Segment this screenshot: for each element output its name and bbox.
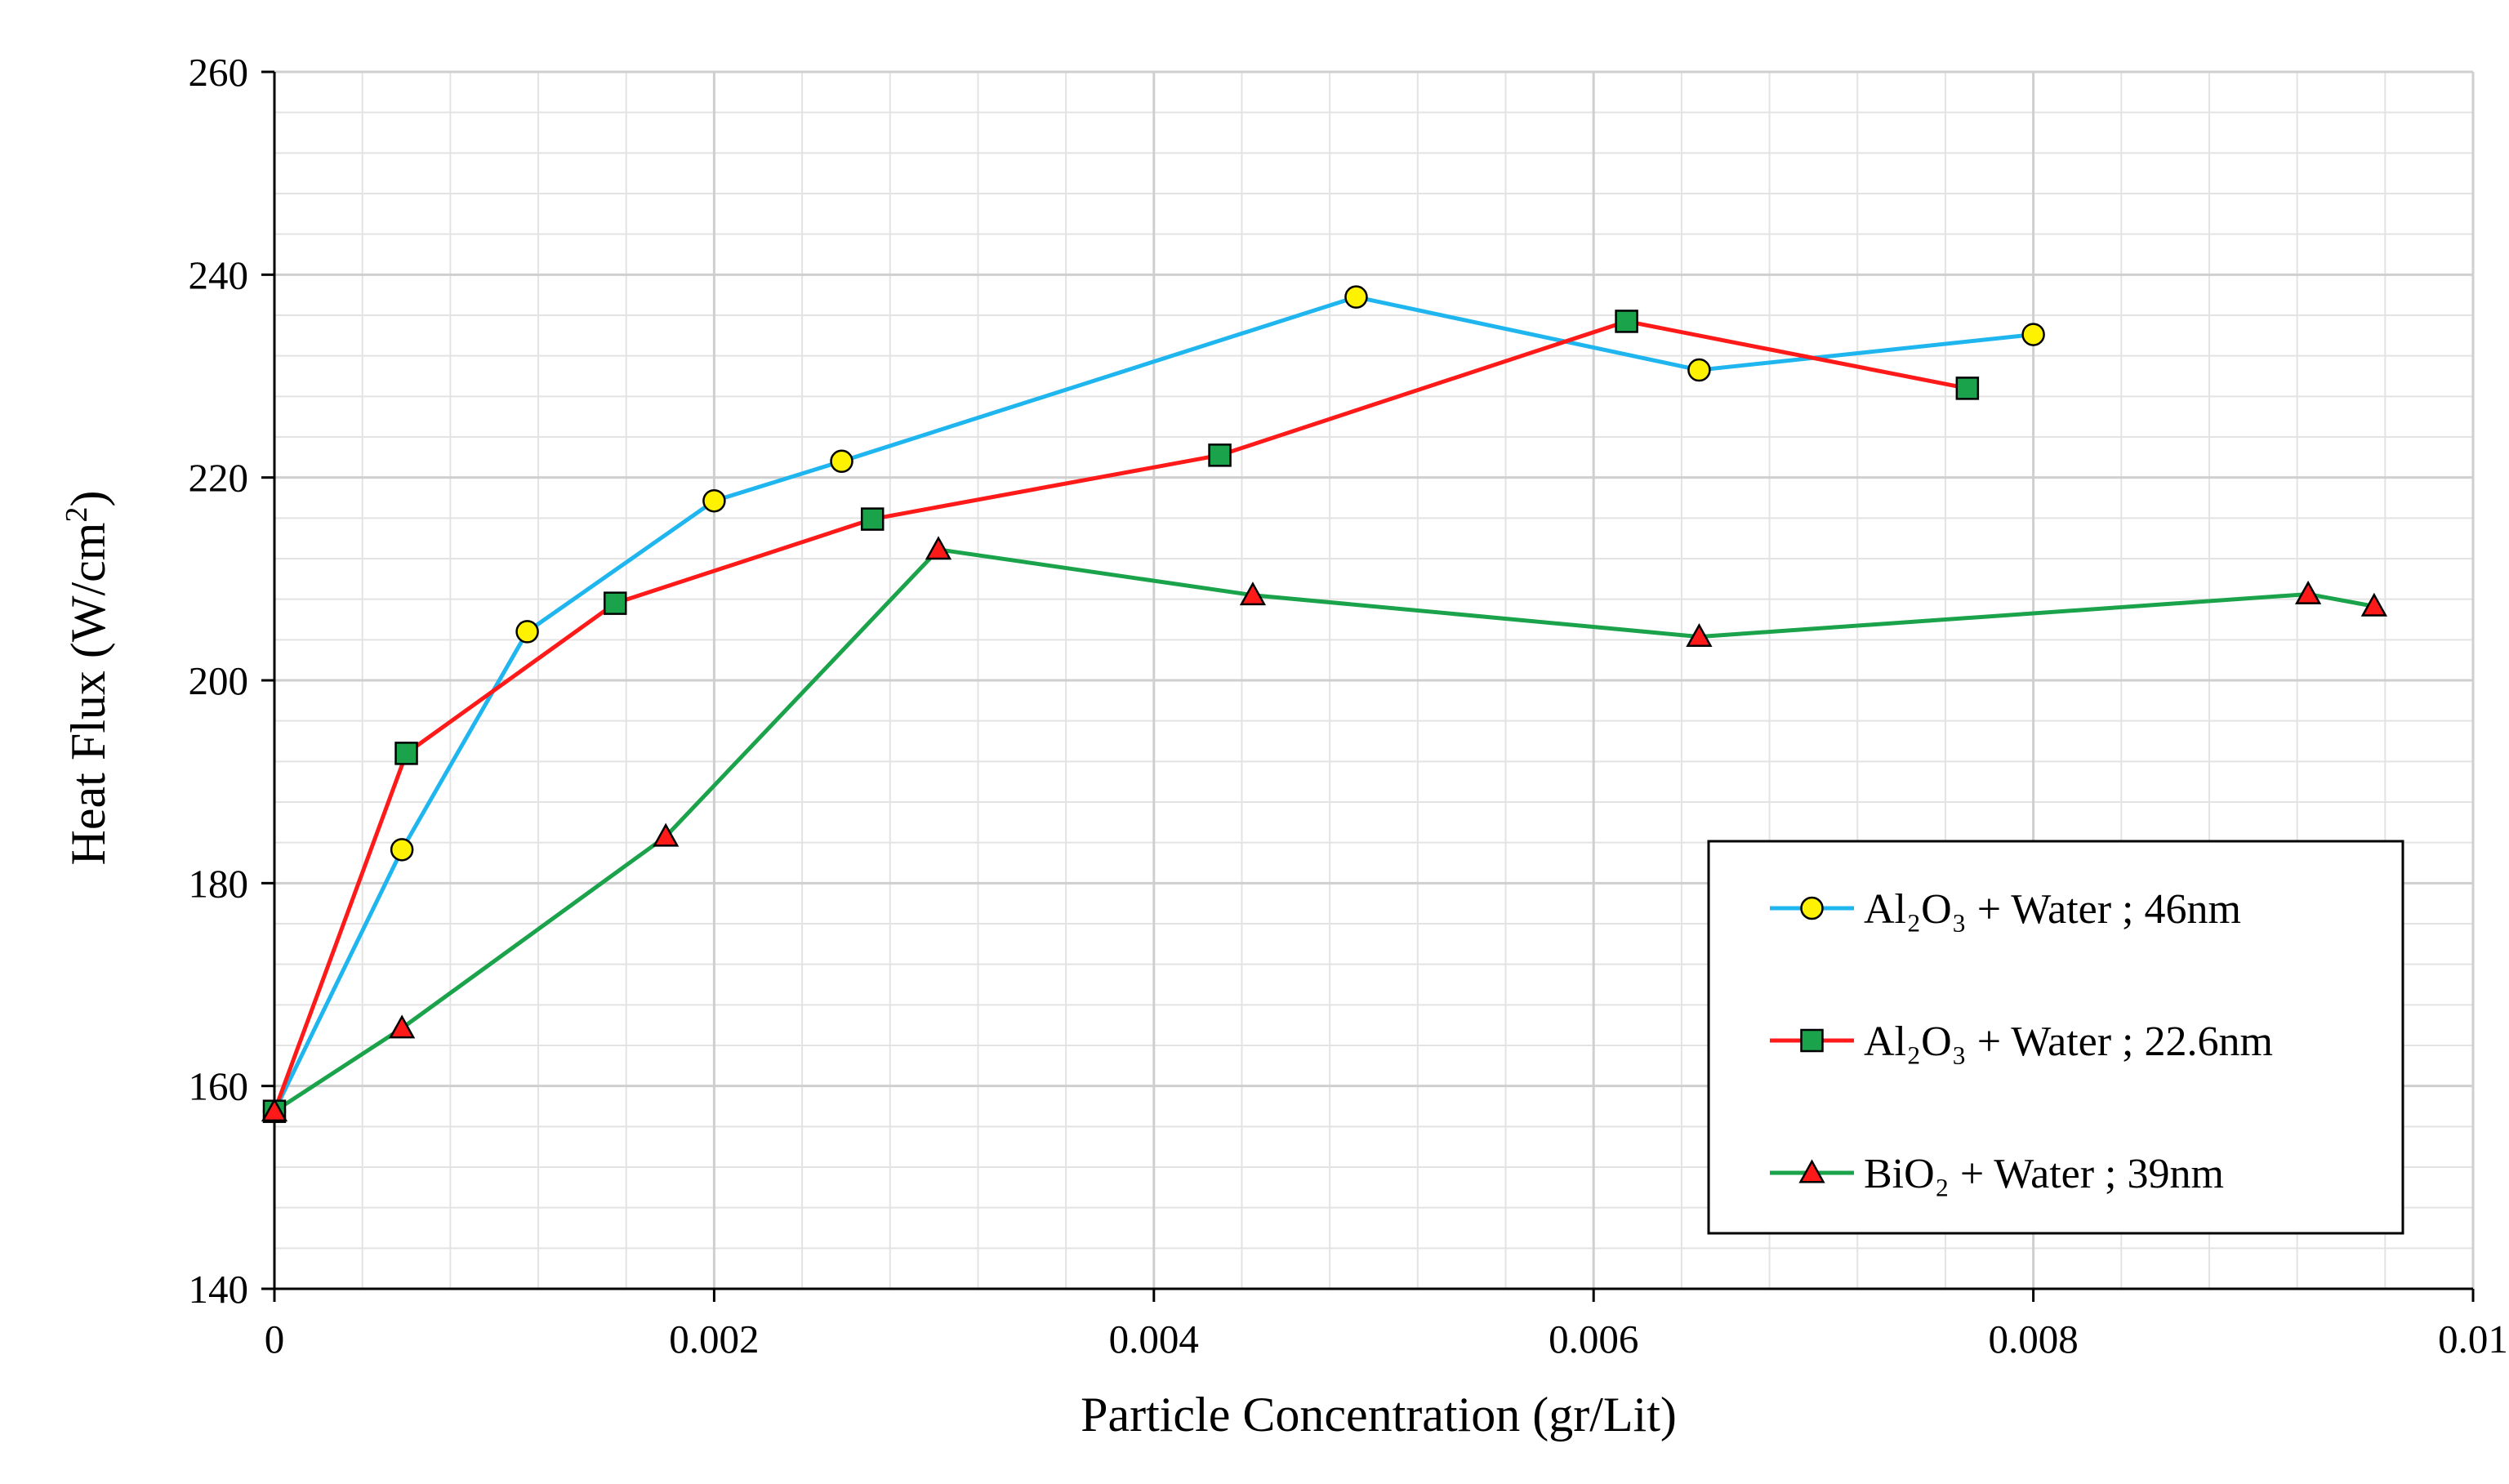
y-axis-title-main: Heat Flux (W/cm [61, 523, 115, 866]
x-tick-label: 0.002 [669, 1317, 759, 1361]
series-1-point [830, 449, 853, 474]
y-axis-title-superscript: 2 [60, 507, 94, 523]
series-1-point [1344, 285, 1368, 309]
axes [261, 70, 2475, 1302]
series-markers [261, 285, 2387, 1123]
y-tick-label: 260 [189, 50, 249, 95]
y-tick-label: 160 [189, 1064, 249, 1109]
x-tick-labels: 0 0.002 0.004 0.006 0.008 0.01 [265, 1317, 2508, 1361]
series-3-point [2294, 580, 2322, 604]
y-axis-title-close: ) [61, 491, 115, 507]
series-3-point [389, 1014, 416, 1039]
legend: Al₂O₃ + Water ; 46nm Al₂O₃ + Water ; 22.6… [1707, 840, 2404, 1235]
x-tick-label: 0.01 [2438, 1317, 2508, 1361]
series-3-point [653, 822, 680, 847]
x-tick-label: 0.004 [1109, 1317, 1199, 1361]
series-1-point [390, 838, 414, 862]
legend-marker-3 [1798, 1159, 1825, 1183]
series-1-point [702, 488, 726, 513]
series-3-point [1239, 582, 1267, 606]
x-axis-title: Particle Concentration (gr/Lit) [1081, 1388, 1677, 1442]
series-2-point [1615, 310, 1638, 333]
series-1-point [2021, 323, 2045, 346]
y-tick-label: 140 [189, 1267, 249, 1312]
y-tick-label: 180 [189, 861, 249, 906]
x-tick-label: 0.006 [1549, 1317, 1638, 1361]
series-3-point [925, 536, 952, 560]
series-2-point [604, 591, 627, 615]
legend-label-2: Al₂O₃ + Water ; 22.6nm [1864, 1018, 2273, 1065]
series-3-point [2360, 592, 2387, 617]
series-line-3 [273, 547, 2375, 1113]
series-1-point [1687, 358, 1711, 382]
series-3-point [1686, 623, 1713, 648]
series-1-point [515, 620, 539, 644]
series-2-point [860, 507, 885, 531]
legend-label-3: BiO₂ + Water ; 39nm [1864, 1151, 2224, 1197]
series-2-point [394, 742, 418, 765]
major-gridlines [274, 70, 2475, 1289]
y-tick-label: 220 [189, 456, 249, 501]
series-line-1 [272, 295, 2034, 1112]
series-2-point [1208, 443, 1232, 467]
x-tick-label: 0.008 [1988, 1317, 2078, 1361]
legend-marker-1 [1800, 896, 1824, 920]
legend-marker-2 [1800, 1028, 1824, 1053]
series-2-point [1955, 377, 1980, 400]
y-tick-label: 240 [189, 252, 249, 297]
y-axis-title: Heat Flux (W/cm2) [60, 491, 115, 866]
legend-label-1: Al₂O₃ + Water ; 46nm [1864, 886, 2241, 933]
x-tick-label: 0 [265, 1317, 285, 1361]
y-tick-label: 200 [189, 658, 249, 703]
series-3-point [261, 1098, 288, 1122]
y-tick-labels: 140 160 180 200 220 240 260 [189, 50, 249, 1312]
